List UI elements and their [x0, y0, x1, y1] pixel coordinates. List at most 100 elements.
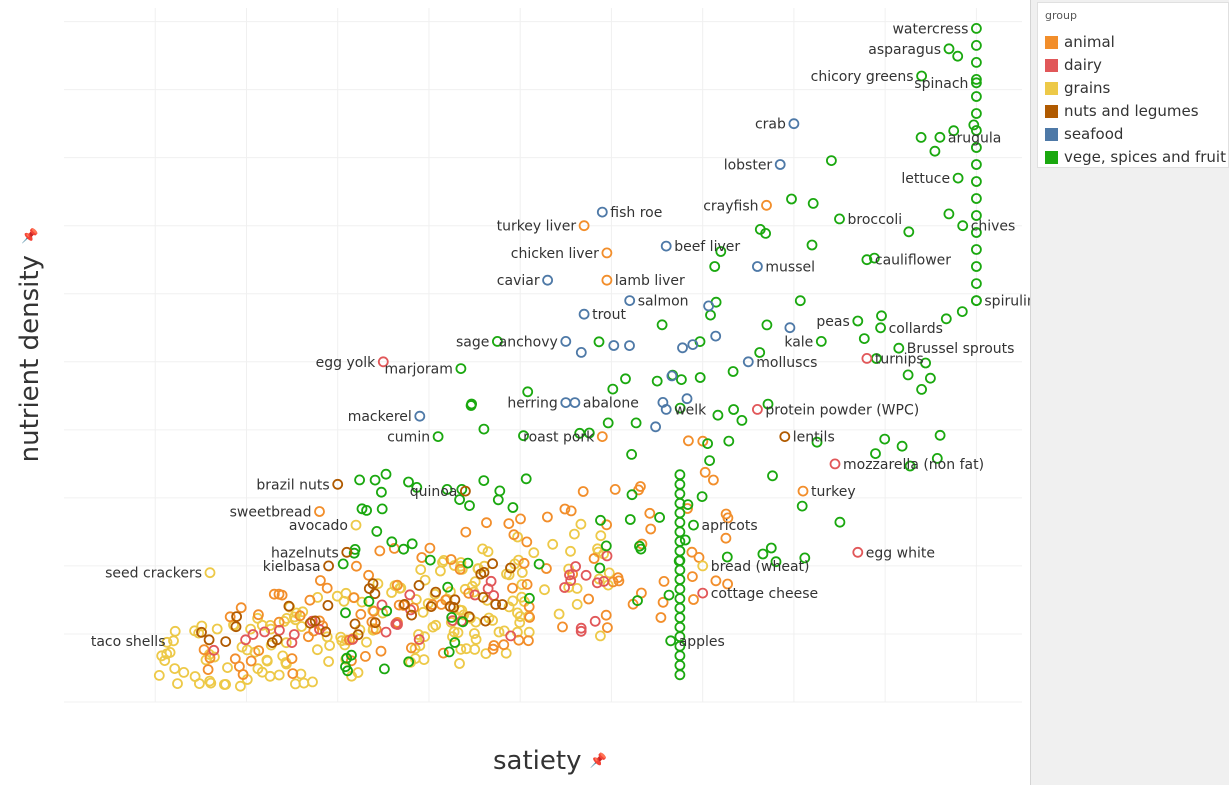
data-point[interactable]	[403, 656, 415, 668]
data-point[interactable]	[422, 598, 434, 609]
data-point[interactable]	[375, 486, 387, 498]
data-point[interactable]	[971, 210, 982, 221]
data-point[interactable]	[916, 70, 927, 82]
data-point[interactable]	[438, 555, 450, 566]
data-point[interactable]	[539, 584, 550, 596]
data-point[interactable]	[178, 667, 190, 678]
data-point[interactable]	[644, 507, 656, 519]
data-point[interactable]	[273, 624, 285, 636]
data-point[interactable]	[507, 582, 518, 594]
legend-item-nuts-and-legumes[interactable]: nuts and legumes	[1045, 102, 1199, 120]
data-point[interactable]	[481, 517, 492, 529]
data-point[interactable]	[971, 176, 982, 187]
data-point[interactable]	[415, 564, 427, 575]
data-point[interactable]	[405, 604, 417, 616]
data-point[interactable]	[971, 125, 982, 136]
data-point[interactable]	[608, 340, 620, 351]
data-point[interactable]	[268, 588, 280, 600]
data-point[interactable]	[480, 615, 491, 627]
data-point[interactable]	[968, 119, 980, 131]
data-point[interactable]	[728, 404, 739, 415]
data-point[interactable]	[413, 629, 424, 640]
data-point[interactable]	[575, 518, 587, 530]
data-point[interactable]	[542, 511, 553, 523]
data-point[interactable]	[693, 552, 705, 563]
data-point[interactable]	[557, 621, 568, 633]
data-point[interactable]	[694, 372, 706, 383]
data-point[interactable]	[564, 569, 575, 581]
data-point[interactable]	[505, 562, 516, 574]
data-point[interactable]	[799, 552, 811, 564]
data-point[interactable]	[952, 50, 964, 62]
data-point[interactable]	[368, 605, 380, 617]
data-point[interactable]	[607, 383, 619, 395]
data-point[interactable]	[598, 576, 610, 587]
data-point[interactable]	[218, 679, 230, 690]
data-point[interactable]	[575, 346, 587, 358]
data-point[interactable]	[971, 244, 982, 255]
legend-item-dairy[interactable]: dairy	[1045, 56, 1102, 74]
data-point[interactable]	[505, 630, 517, 642]
data-point[interactable]	[381, 605, 393, 617]
data-point[interactable]	[445, 554, 457, 565]
data-point[interactable]	[770, 556, 782, 568]
data-point[interactable]	[370, 623, 382, 635]
data-point[interactable]	[391, 579, 403, 591]
data-point[interactable]	[636, 538, 648, 550]
data-point[interactable]	[448, 626, 460, 638]
data-point[interactable]	[417, 606, 429, 618]
data-point[interactable]	[602, 417, 614, 429]
data-point[interactable]	[196, 620, 208, 632]
data-point[interactable]	[934, 131, 946, 143]
data-point[interactable]	[460, 526, 472, 538]
data-point[interactable]	[493, 626, 505, 638]
data-point[interactable]	[503, 518, 515, 529]
data-point[interactable]	[704, 455, 715, 467]
data-point[interactable]	[406, 609, 418, 621]
legend-item-vege-spices-and-fruit[interactable]: vege, spices and fruit	[1045, 148, 1226, 166]
data-point[interactable]	[304, 594, 316, 606]
data-point[interactable]	[487, 558, 499, 570]
data-point[interactable]	[752, 261, 763, 272]
data-point[interactable]	[424, 542, 436, 554]
data-point[interactable]	[870, 448, 881, 460]
data-point[interactable]	[767, 470, 778, 482]
data-point[interactable]	[449, 637, 461, 648]
data-point[interactable]	[666, 370, 678, 382]
data-point[interactable]	[398, 543, 410, 555]
data-point[interactable]	[727, 366, 739, 377]
data-point[interactable]	[469, 576, 481, 588]
data-point[interactable]	[595, 530, 607, 542]
data-point[interactable]	[340, 607, 351, 619]
data-point[interactable]	[322, 600, 334, 611]
data-point[interactable]	[794, 295, 806, 307]
data-point[interactable]	[852, 315, 864, 327]
data-point[interactable]	[375, 645, 387, 657]
data-point[interactable]	[234, 680, 246, 692]
data-point[interactable]	[445, 616, 457, 628]
data-point[interactable]	[595, 514, 606, 526]
data-point[interactable]	[656, 319, 668, 331]
data-point[interactable]	[578, 220, 590, 232]
data-point[interactable]	[723, 435, 735, 447]
data-point[interactable]	[971, 108, 982, 119]
data-point[interactable]	[363, 569, 375, 581]
data-point[interactable]	[266, 637, 278, 648]
data-point[interactable]	[594, 562, 606, 574]
data-point[interactable]	[430, 586, 442, 598]
data-point[interactable]	[591, 577, 603, 589]
data-point[interactable]	[524, 592, 535, 604]
data-point[interactable]	[454, 494, 466, 506]
data-point[interactable]	[455, 363, 467, 375]
data-point[interactable]	[331, 590, 343, 602]
data-point[interactable]	[278, 616, 290, 627]
data-point[interactable]	[496, 599, 508, 610]
data-point[interactable]	[754, 223, 766, 235]
data-point[interactable]	[577, 486, 589, 497]
data-point[interactable]	[571, 599, 583, 610]
data-point[interactable]	[632, 595, 643, 606]
data-point[interactable]	[589, 615, 601, 627]
data-point[interactable]	[765, 542, 777, 554]
data-point[interactable]	[624, 514, 636, 525]
data-point[interactable]	[663, 589, 675, 601]
